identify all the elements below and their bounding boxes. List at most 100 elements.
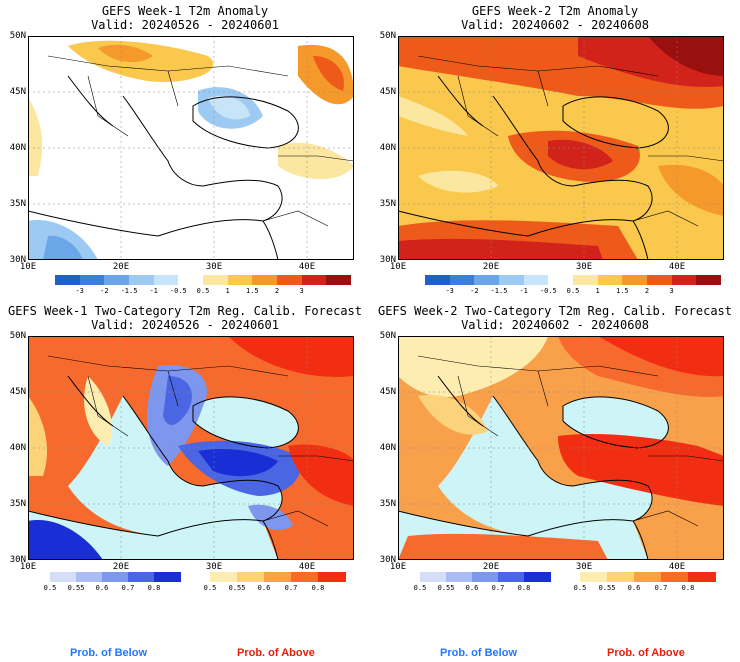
colorbar-swatch [50, 572, 77, 582]
colorbar-label: 0.8 [681, 584, 695, 592]
colorbar-swatch [153, 275, 179, 285]
panel-week2-probability: GEFS Week-2 Two-Category T2m Reg. Calib.… [370, 300, 740, 600]
colorbar-label: 2 [274, 287, 280, 295]
colorbar-label: 0.5 [196, 287, 210, 295]
lon-label: 30E [575, 562, 593, 572]
colorbar-swatch [291, 572, 319, 582]
panel-title: GEFS Week-2 Two-Category T2m Reg. Calib.… [377, 304, 732, 318]
colorbar-swatch [474, 275, 500, 285]
anomaly-colorbar: -3 -2 -1.5 -1 -0.5 0.5 1 1.5 2 3 [55, 275, 352, 295]
lat-label: 30N [379, 555, 396, 565]
colorbar-swatch [301, 275, 327, 285]
colorbar-label: 0.8 [147, 584, 161, 592]
lat-label: 35N [379, 199, 396, 209]
colorbar-label: 0.5 [573, 584, 587, 592]
colorbar-label: -2 [470, 287, 479, 295]
colorbar-swatch [154, 572, 181, 582]
colorbar-swatch [580, 572, 608, 582]
lat-label: 45N [9, 87, 26, 97]
panel-week1-anomaly: GEFS Week-1 T2m Anomaly Valid: 20240526 … [0, 0, 370, 300]
colorbar-swatch [104, 275, 130, 285]
colorbar-label: 0.55 [437, 584, 455, 592]
lat-label: 40N [379, 443, 396, 453]
colorbar-label: 1 [225, 287, 230, 295]
lon-label: 10E [19, 262, 37, 272]
colorbar-label: 0.55 [228, 584, 246, 592]
panel-valid-dates: Valid: 20240602 - 20240608 [461, 318, 649, 332]
prob-above-colorbar: 0.5 0.55 0.6 0.7 0.8 [574, 572, 716, 592]
colorbar-label: -3 [445, 287, 454, 295]
lat-label: 40N [9, 143, 26, 153]
lon-label: 30E [205, 262, 223, 272]
colorbar-swatch [548, 275, 574, 285]
colorbar-swatch [573, 275, 599, 285]
anomaly-map-week2 [398, 36, 724, 260]
colorbar-swatch [597, 275, 623, 285]
colorbar-swatch [524, 572, 551, 582]
colorbar-label: -0.5 [539, 287, 557, 295]
lat-label: 45N [379, 387, 396, 397]
prob-above-colorbar: 0.5 0.55 0.6 0.7 0.8 [204, 572, 346, 592]
colorbar-swatch [102, 572, 129, 582]
colorbar-swatch [55, 275, 81, 285]
colorbar-label: 0.5 [413, 584, 427, 592]
colorbar-swatch [499, 275, 525, 285]
panel-valid-dates: Valid: 20240526 - 20240601 [91, 318, 279, 332]
colorbar-label: 0.7 [491, 584, 505, 592]
lon-label: 40E [668, 562, 686, 572]
colorbar-swatch [128, 572, 155, 582]
colorbar-label: -1 [149, 287, 158, 295]
lat-label: 40N [9, 443, 26, 453]
lat-label: 35N [379, 499, 396, 509]
prob-above-label: Prob. of Above [237, 647, 315, 659]
lat-label: 45N [9, 387, 26, 397]
colorbar-label: 0.5 [203, 584, 217, 592]
colorbar-swatch [129, 275, 155, 285]
colorbar-label: -2 [100, 287, 109, 295]
colorbar-swatch [420, 572, 447, 582]
colorbar-label: -1.5 [120, 287, 138, 295]
colorbar-swatch [76, 572, 103, 582]
colorbar-label: 3 [299, 287, 304, 295]
colorbar-swatch [622, 275, 648, 285]
colorbar-swatch [210, 572, 238, 582]
colorbar-swatch [498, 572, 525, 582]
panel-valid-dates: Valid: 20240526 - 20240601 [91, 18, 279, 32]
lat-label: 30N [9, 555, 26, 565]
colorbar-label: 0.55 [67, 584, 85, 592]
colorbar-swatch [688, 572, 716, 582]
lat-label: 50N [379, 331, 396, 341]
lat-label: 35N [9, 499, 26, 509]
colorbar-label: -3 [75, 287, 84, 295]
colorbar-label: 1.5 [246, 287, 259, 295]
colorbar-label: 0.55 [598, 584, 616, 592]
colorbar-swatch [237, 572, 265, 582]
colorbar-swatch [203, 275, 229, 285]
colorbar-swatch [523, 275, 549, 285]
colorbar-swatch [264, 572, 292, 582]
colorbar-swatch [252, 275, 278, 285]
colorbar-swatch [696, 275, 722, 285]
lon-label: 20E [482, 262, 500, 272]
lat-label: 50N [379, 31, 396, 41]
lon-label: 20E [482, 562, 500, 572]
lon-label: 30E [205, 562, 223, 572]
colorbar-label: 0.6 [627, 584, 641, 592]
colorbar-swatch [647, 275, 673, 285]
colorbar-label: 0.7 [121, 584, 135, 592]
colorbar-label: -0.5 [169, 287, 187, 295]
colorbar-swatch [449, 275, 475, 285]
lon-label: 40E [298, 562, 316, 572]
lat-label: 50N [9, 331, 26, 341]
colorbar-label: 1.5 [616, 287, 629, 295]
colorbar-swatch [425, 275, 451, 285]
prob-below-colorbar: 0.5 0.55 0.6 0.7 0.8 [44, 572, 181, 592]
colorbar-label: 0.7 [284, 584, 298, 592]
lon-label: 20E [112, 562, 130, 572]
prob-below-label: Prob. of Below [70, 647, 147, 659]
colorbar-label: 0.8 [311, 584, 325, 592]
colorbar-label: 2 [644, 287, 650, 295]
lon-label: 10E [19, 562, 37, 572]
colorbar-swatch [79, 275, 105, 285]
colorbar-label: 0.8 [517, 584, 531, 592]
